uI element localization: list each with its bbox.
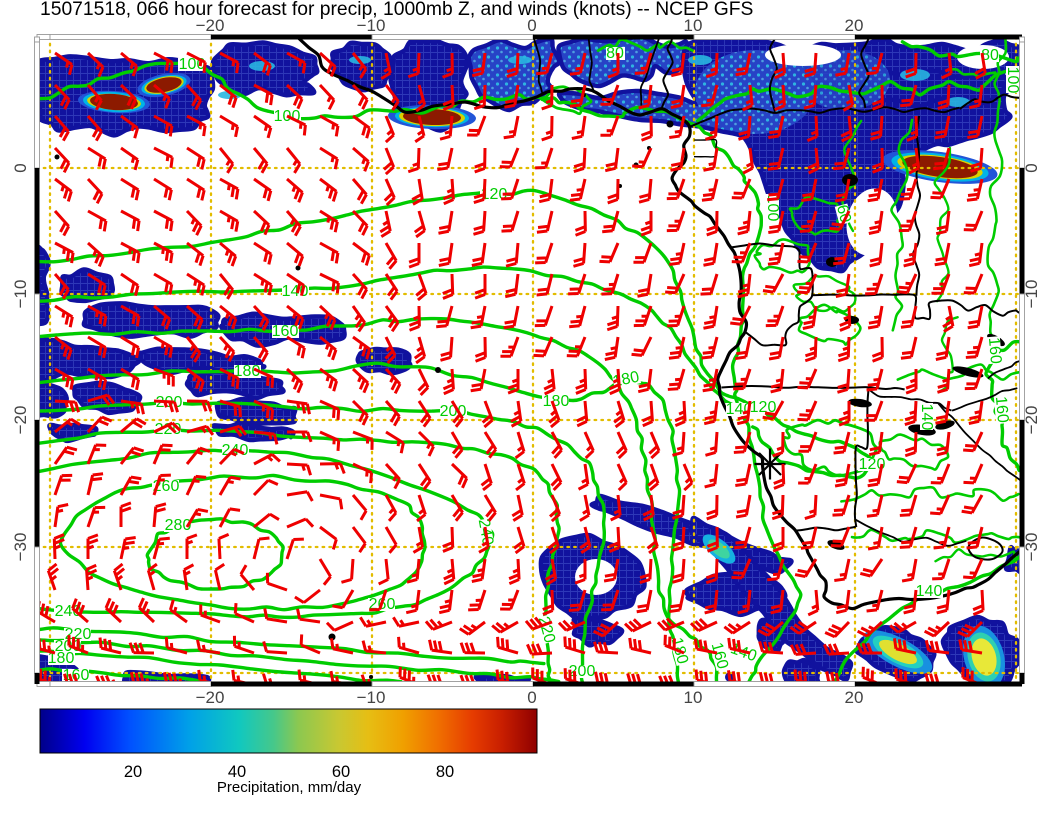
svg-text:−20: −20 (196, 688, 225, 707)
svg-text:−30: −30 (11, 533, 30, 562)
svg-text:80: 80 (606, 45, 624, 62)
svg-text:10: 10 (684, 688, 703, 707)
svg-text:20: 20 (845, 688, 864, 707)
svg-text:160: 160 (708, 641, 731, 671)
svg-text:120: 120 (481, 186, 508, 203)
svg-text:180: 180 (234, 363, 261, 380)
svg-text:15071518, 066 hour forecast fo: 15071518, 066 hour forecast for precip, … (40, 0, 753, 20)
svg-text:80: 80 (436, 763, 454, 781)
svg-text:0: 0 (527, 16, 536, 35)
svg-text:120: 120 (859, 456, 886, 473)
svg-text:−10: −10 (357, 16, 386, 35)
svg-text:Precipitation, mm/day: Precipitation, mm/day (217, 779, 362, 796)
svg-text:−10: −10 (357, 688, 386, 707)
svg-text:80: 80 (981, 47, 999, 64)
svg-text:180: 180 (543, 393, 570, 410)
svg-text:160: 160 (272, 323, 299, 340)
svg-text:−20: −20 (1022, 406, 1041, 435)
svg-text:160: 160 (985, 337, 1004, 365)
svg-text:0: 0 (11, 163, 30, 172)
svg-text:140: 140 (282, 283, 309, 300)
svg-text:60: 60 (332, 763, 350, 781)
svg-text:220: 220 (65, 626, 92, 643)
svg-text:−10: −10 (1022, 280, 1041, 309)
svg-text:10: 10 (684, 16, 703, 35)
svg-text:20: 20 (124, 763, 142, 781)
svg-text:20: 20 (845, 16, 864, 35)
svg-text:200: 200 (569, 663, 596, 680)
svg-text:60: 60 (833, 203, 854, 225)
svg-text:−20: −20 (196, 16, 225, 35)
svg-text:160: 160 (992, 396, 1011, 424)
svg-text:40: 40 (228, 763, 246, 781)
svg-text:140: 140 (918, 404, 935, 431)
svg-text:240: 240 (55, 603, 82, 620)
svg-text:100: 100 (1004, 67, 1021, 94)
svg-text:−10: −10 (11, 280, 30, 309)
svg-text:−20: −20 (11, 406, 30, 435)
svg-text:0: 0 (527, 688, 536, 707)
svg-text:140: 140 (916, 583, 943, 600)
svg-text:−30: −30 (1022, 533, 1041, 562)
svg-text:280: 280 (165, 517, 192, 534)
svg-text:100: 100 (764, 195, 781, 222)
svg-text:120: 120 (750, 399, 777, 416)
svg-text:0: 0 (1022, 163, 1041, 172)
